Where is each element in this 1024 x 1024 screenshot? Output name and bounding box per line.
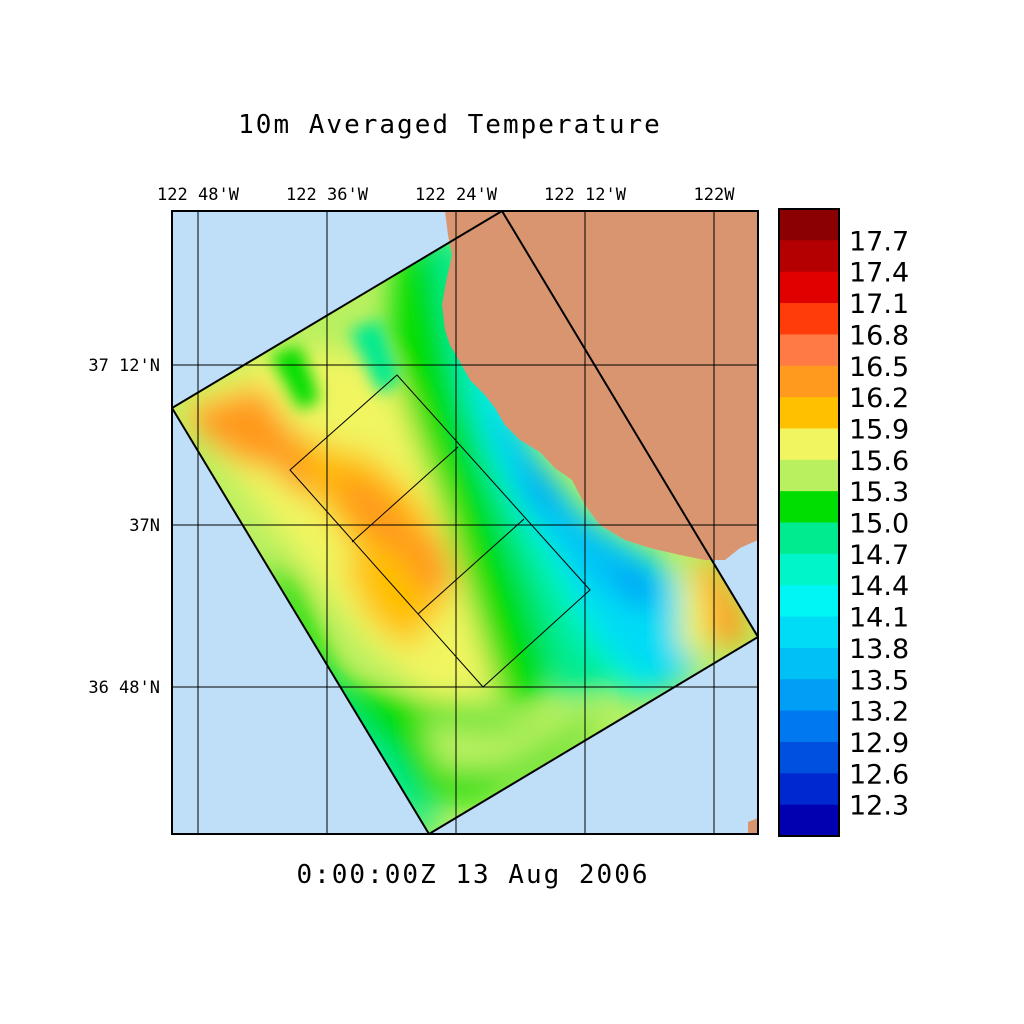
colorbar-label: 16.8 <box>849 320 909 351</box>
subdomain-box-outer <box>289 374 591 688</box>
colorbar-swatch <box>779 553 839 586</box>
colorbar-label: 15.0 <box>849 509 909 540</box>
colorbar-swatch <box>779 271 839 304</box>
lon-label-1: 122 48'W <box>157 185 240 205</box>
subdomain-divider-1 <box>351 446 459 543</box>
timestamp: 0:00:00Z 13 Aug 2006 <box>296 860 649 890</box>
map-frame <box>171 210 759 835</box>
lon-label-4: 122 12'W <box>544 185 627 205</box>
colorbar-swatch <box>779 209 839 241</box>
lon-label-2: 122 36'W <box>286 185 369 205</box>
colorbar-swatch <box>779 303 839 335</box>
land-fragment <box>748 818 758 834</box>
colorbar-label: 15.9 <box>849 414 909 445</box>
colorbar-swatch <box>779 428 839 461</box>
colorbar-label: 12.3 <box>849 791 909 822</box>
colorbar-label: 15.3 <box>849 477 909 508</box>
colorbar-swatch <box>779 522 839 555</box>
colorbar-swatch <box>779 804 839 837</box>
colorbar-label: 14.1 <box>849 603 909 634</box>
colorbar-swatch <box>779 710 839 743</box>
lon-label-5: 122W <box>694 185 736 205</box>
subdomain-divider-2 <box>417 518 525 615</box>
lat-label-2: 37N <box>129 516 160 536</box>
chart-title: 10m Averaged Temperature <box>238 110 662 140</box>
map-area <box>172 211 758 834</box>
colorbar-swatch <box>779 240 839 273</box>
lat-label-1: 37 12'N <box>88 356 160 376</box>
colorbar-swatch <box>779 491 839 524</box>
colorbar-label: 14.4 <box>849 571 909 602</box>
domain-outline <box>172 211 758 834</box>
colorbar-swatch <box>779 334 839 367</box>
lat-label-3: 36 48'N <box>88 678 160 698</box>
colorbar-label: 13.2 <box>849 697 909 728</box>
colorbar-label: 12.9 <box>849 728 909 759</box>
colorbar-swatch <box>779 647 839 680</box>
longitude-labels: 122 48'W 122 36'W 122 24'W 122 12'W 122W <box>157 185 735 205</box>
colorbar: 17.717.417.116.816.516.215.915.615.315.0… <box>778 208 909 837</box>
colorbar-swatch <box>779 773 839 806</box>
colorbar-label: 15.6 <box>849 446 909 477</box>
lon-label-3: 122 24'W <box>415 185 498 205</box>
colorbar-swatch <box>779 397 839 430</box>
colorbar-label: 17.1 <box>849 289 909 320</box>
colorbar-label: 17.7 <box>849 226 909 257</box>
land-mass <box>442 211 758 560</box>
latitude-labels: 37 12'N 37N 36 48'N <box>88 356 160 698</box>
subdomain-boxes <box>289 374 591 688</box>
colorbar-swatch <box>779 459 839 492</box>
colorbar-swatch <box>779 365 839 398</box>
colorbar-label: 13.8 <box>849 634 909 665</box>
colorbar-label: 17.4 <box>849 258 909 289</box>
colorbar-swatch <box>779 616 839 649</box>
colorbar-swatch <box>779 741 839 774</box>
colorbar-label: 16.2 <box>849 383 909 414</box>
colorbar-label: 16.5 <box>849 352 909 383</box>
colorbar-label: 14.7 <box>849 540 909 571</box>
colorbar-label: 13.5 <box>849 665 909 696</box>
colorbar-label: 12.6 <box>849 759 909 790</box>
colorbar-swatch <box>779 585 839 618</box>
colorbar-border <box>778 208 840 837</box>
colorbar-swatch <box>779 679 839 712</box>
